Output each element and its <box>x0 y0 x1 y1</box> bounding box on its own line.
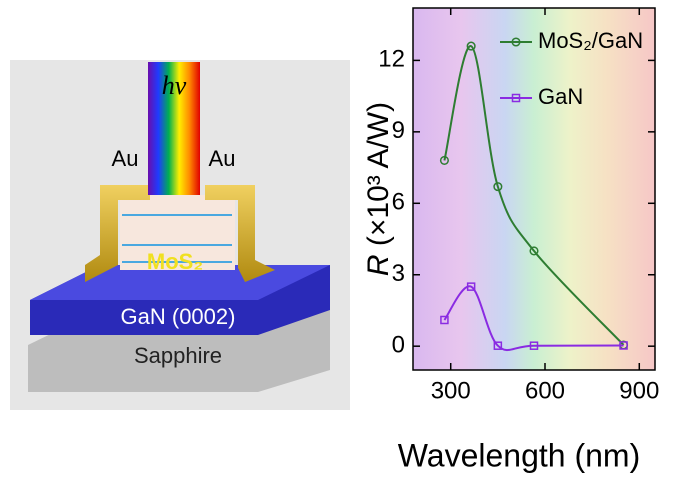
y-axis-symbol: R <box>362 254 395 276</box>
marker <box>619 341 628 350</box>
series-line <box>443 285 624 352</box>
marker <box>439 155 449 165</box>
y-tick-label: 0 <box>392 332 405 359</box>
marker <box>466 282 476 291</box>
substrate-label: Sapphire <box>134 343 222 368</box>
layer-label: GaN (0002) <box>121 304 236 329</box>
legend-marker <box>511 93 521 103</box>
y-axis-label: R (×10³ A/W) <box>362 102 395 276</box>
right-electrode <box>205 185 275 282</box>
x-tick-label: 900 <box>619 377 659 404</box>
x-tick-label: 300 <box>431 377 471 404</box>
y-tick-label: 6 <box>392 189 405 216</box>
light-beam <box>148 62 200 195</box>
y-tick-label: 12 <box>378 46 405 73</box>
marker <box>440 315 449 325</box>
x-axis-label: Wavelength (nm) <box>398 437 640 473</box>
y-tick-label: 3 <box>392 260 405 287</box>
y-tick-label: 9 <box>392 117 405 144</box>
chart <box>413 8 655 370</box>
left-electrode <box>85 185 150 282</box>
film-label: MoS₂ <box>147 249 203 274</box>
marker <box>529 341 539 350</box>
legend-label: MoS₂/GaN <box>538 28 643 53</box>
schematic: hν Au Au MoS₂ GaN (0002) Sapphire <box>10 60 350 410</box>
marker <box>493 341 503 350</box>
plot-frame <box>412 7 656 371</box>
mos2-film <box>120 195 235 270</box>
legend-label: GaN <box>538 84 583 109</box>
plot-background <box>413 8 655 370</box>
legend-marker <box>511 37 521 47</box>
marker <box>493 182 503 192</box>
series-line <box>443 45 625 346</box>
contact-label: Au <box>209 146 236 171</box>
beam-label: hν <box>162 71 187 100</box>
mos2-lattice <box>122 214 232 263</box>
x-tick-label: 600 <box>525 377 565 404</box>
marker <box>529 246 539 256</box>
y-axis-unit: (×10³ A/W) <box>362 102 395 246</box>
contact-label: Au <box>112 146 139 171</box>
marker <box>466 41 476 51</box>
